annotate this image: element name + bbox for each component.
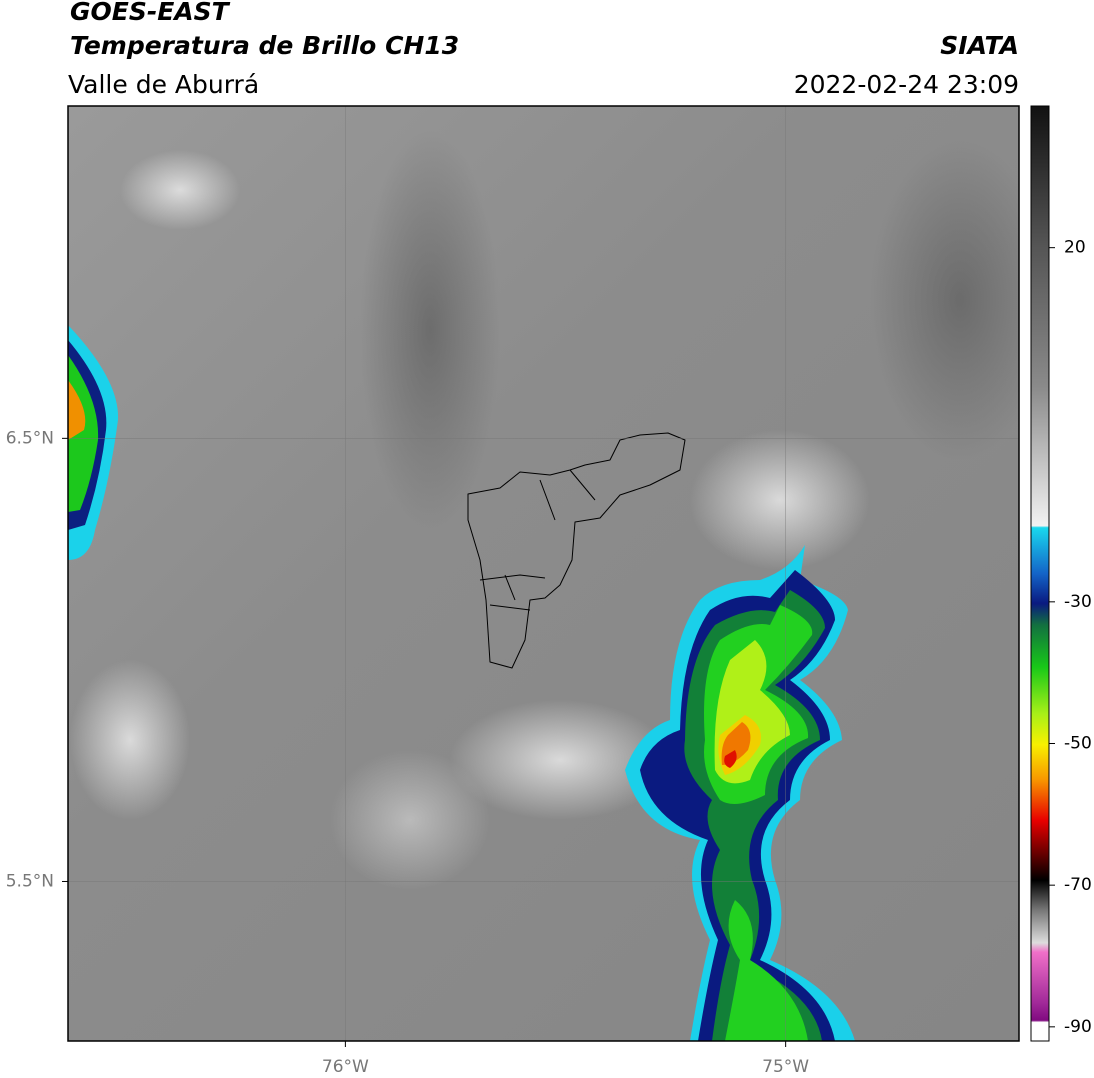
title: GOES-EAST — [70, 0, 231, 26]
graticule — [68, 106, 1019, 1041]
x-tick-label: 75°W — [762, 1057, 809, 1077]
colorbar-tick-label: -90 — [1064, 1017, 1092, 1037]
subtitle: Temperatura de Brillo CH13 — [70, 31, 459, 60]
colorbar-tick-label: -30 — [1064, 592, 1092, 612]
y-tick-label: 5.5°N — [6, 871, 54, 891]
map-frame — [67, 105, 1020, 1042]
x-tick-label: 76°W — [322, 1057, 369, 1077]
source: SIATA — [940, 31, 1019, 60]
colorbar — [1030, 105, 1050, 1042]
region: Valle de Aburrá — [68, 70, 259, 99]
satellite-image — [68, 106, 1019, 1041]
colorbar-tick-label: -50 — [1064, 734, 1092, 754]
colorbar-tick-label: -70 — [1064, 875, 1092, 895]
y-tick-label: 6.5°N — [6, 428, 54, 448]
colorbar-tick-label: 20 — [1064, 238, 1086, 258]
datetime: 2022-02-24 23:09 — [794, 70, 1019, 99]
